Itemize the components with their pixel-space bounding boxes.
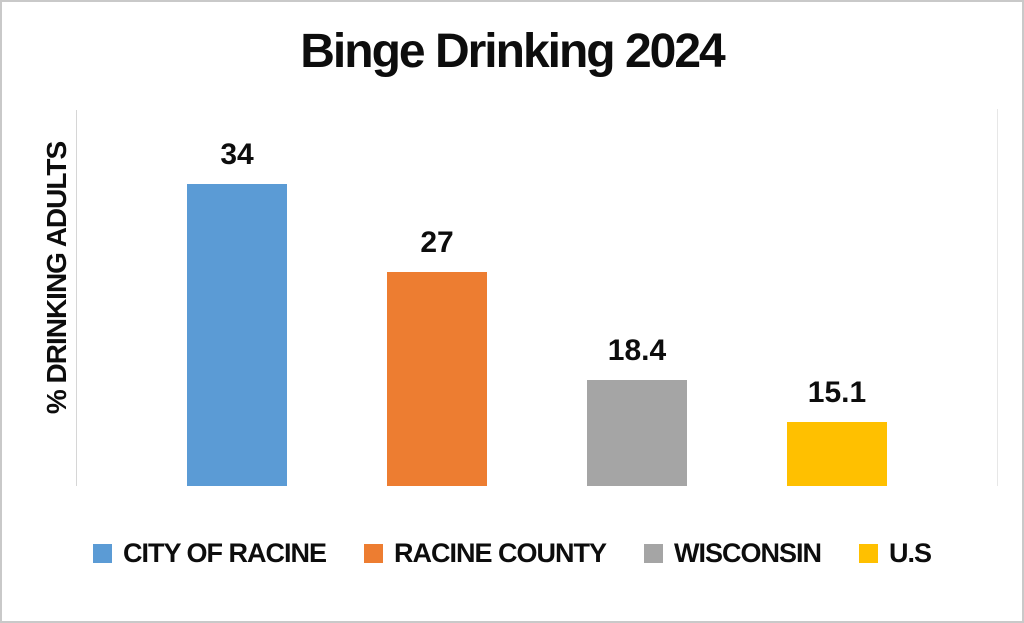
legend-swatch-racine-county xyxy=(363,544,383,563)
legend-label-city-of-racine: CITY OF RACINE xyxy=(122,538,327,568)
legend-label-racine-county: RACINE COUNTY xyxy=(393,538,607,568)
legend-item-u-s: U.S xyxy=(859,538,932,569)
bar-value-label-u-s: 15.1 xyxy=(807,376,867,409)
bar-value-label-city-of-racine: 34 xyxy=(220,138,254,171)
legend: CITY OF RACINE RACINE COUNTY WISCONSIN U.S xyxy=(2,538,1022,569)
legend-item-racine-county: RACINE COUNTY xyxy=(363,538,607,569)
bar-wisconsin xyxy=(587,380,687,486)
legend-swatch-u-s xyxy=(859,544,879,563)
bar-value-label-wisconsin: 18.4 xyxy=(607,334,667,367)
legend-item-wisconsin: WISCONSIN xyxy=(644,538,822,569)
legend-label-u-s: U.S xyxy=(889,538,932,568)
legend-swatch-wisconsin xyxy=(644,544,663,563)
bar-racine-county xyxy=(387,272,487,486)
bar-u-s xyxy=(787,422,887,486)
chart-title: Binge Drinking 2024 xyxy=(300,25,725,78)
bar-value-label-racine-county: 27 xyxy=(420,226,454,259)
legend-label-wisconsin: WISCONSIN xyxy=(674,538,822,568)
legend-item-city-of-racine: CITY OF RACINE xyxy=(92,538,327,569)
legend-swatch-city-of-racine xyxy=(92,544,112,563)
bar-city-of-racine xyxy=(187,184,287,486)
y-axis-line xyxy=(76,110,77,486)
right-gridline xyxy=(997,109,998,486)
